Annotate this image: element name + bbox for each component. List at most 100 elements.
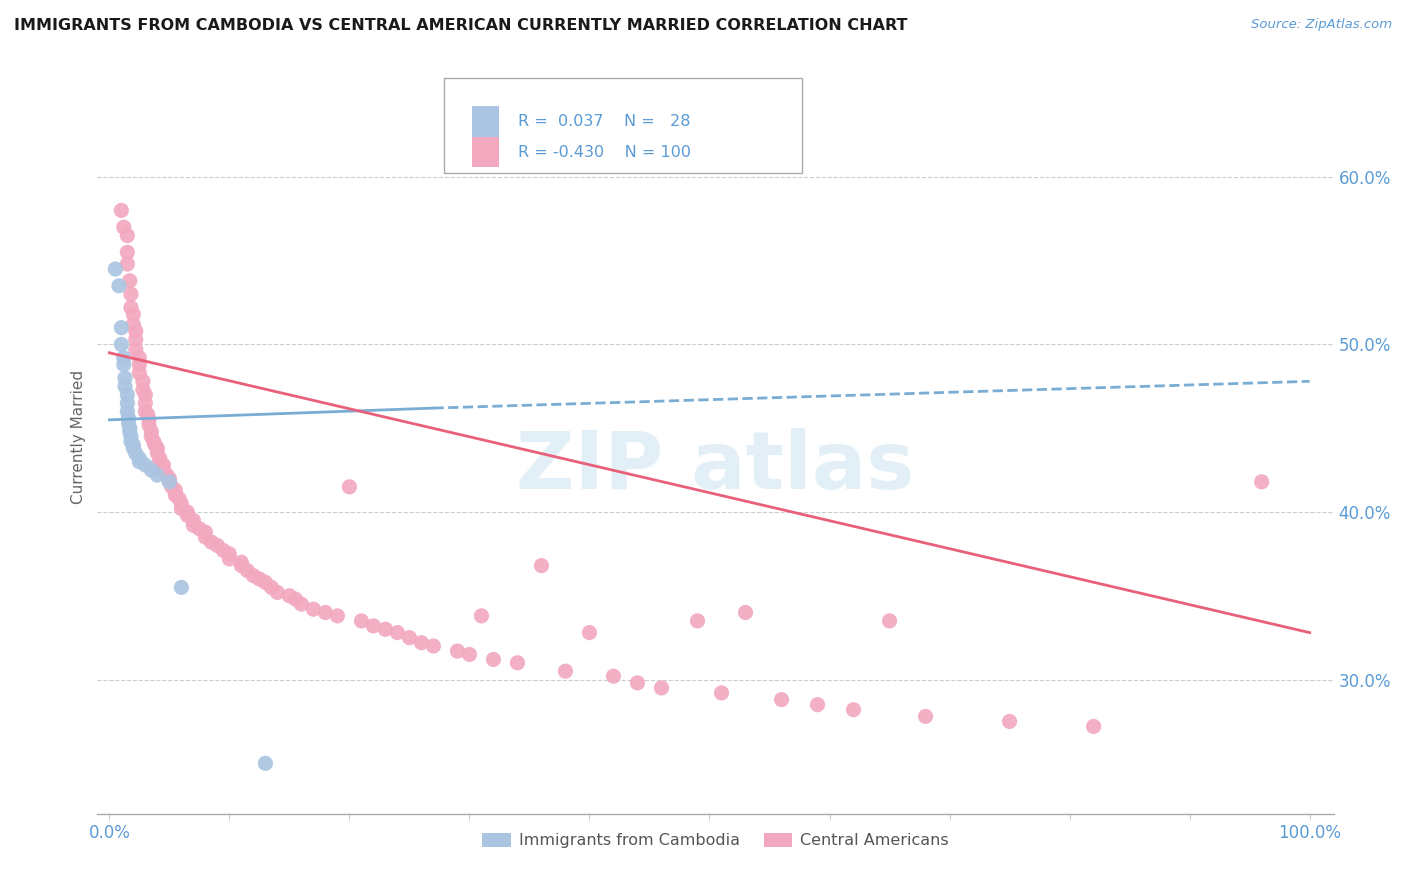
Point [290, 597, 312, 611]
Point [110, 320, 132, 334]
Point [998, 714, 1021, 729]
Point [104, 262, 127, 277]
FancyBboxPatch shape [472, 137, 499, 168]
Point [125, 333, 148, 347]
Point [146, 468, 169, 483]
Point [212, 543, 235, 558]
Text: ZIP atlas: ZIP atlas [516, 428, 915, 506]
Point [363, 619, 385, 633]
Point [176, 505, 198, 519]
Point [578, 625, 600, 640]
Point [108, 278, 131, 293]
Point [194, 525, 217, 540]
Point [118, 421, 141, 435]
Point [142, 434, 165, 449]
Point [167, 491, 190, 506]
Point [149, 451, 172, 466]
Point [231, 555, 253, 569]
Point [157, 475, 180, 489]
Point [134, 396, 156, 410]
Point [138, 413, 160, 427]
Point [218, 547, 240, 561]
Point [134, 458, 156, 472]
Point [314, 606, 336, 620]
Point [128, 358, 150, 372]
Point [160, 480, 183, 494]
Point [117, 396, 139, 410]
Point [128, 451, 150, 466]
FancyBboxPatch shape [443, 78, 801, 173]
Point [242, 568, 264, 582]
FancyBboxPatch shape [472, 106, 499, 136]
Point [112, 220, 135, 235]
Point [170, 501, 193, 516]
Point [152, 458, 174, 472]
Point [117, 411, 139, 425]
Point [470, 608, 492, 623]
Point [218, 552, 240, 566]
Point [626, 676, 648, 690]
Point [157, 471, 180, 485]
Point [350, 614, 373, 628]
Point [411, 635, 433, 649]
Point [114, 371, 136, 385]
Point [152, 463, 174, 477]
Point [247, 572, 270, 586]
Point [398, 631, 420, 645]
Point [141, 463, 163, 477]
Point [183, 518, 205, 533]
Point [128, 366, 150, 380]
Point [734, 606, 756, 620]
Point [650, 681, 672, 695]
Point [530, 558, 553, 573]
Point [128, 351, 150, 365]
Point [806, 698, 828, 712]
Text: Source: ZipAtlas.com: Source: ZipAtlas.com [1251, 18, 1392, 31]
Legend: Immigrants from Cambodia, Central Americans: Immigrants from Cambodia, Central Americ… [475, 826, 956, 855]
Point [278, 589, 301, 603]
Point [879, 614, 901, 628]
Point [602, 669, 624, 683]
Point [914, 709, 936, 723]
Point [125, 324, 148, 338]
Point [117, 245, 139, 260]
Point [132, 374, 155, 388]
Point [112, 358, 135, 372]
Point [117, 404, 139, 418]
Point [122, 307, 145, 321]
Point [770, 692, 793, 706]
Point [422, 639, 444, 653]
Point [141, 425, 163, 439]
Point [122, 438, 145, 452]
Point [1083, 719, 1105, 733]
Point [170, 497, 193, 511]
Point [374, 622, 396, 636]
Point [200, 535, 222, 549]
Point [482, 652, 505, 666]
Point [146, 442, 169, 456]
Point [125, 446, 148, 460]
Point [506, 656, 529, 670]
Point [207, 539, 229, 553]
Point [120, 429, 142, 443]
Point [266, 585, 288, 599]
Point [387, 625, 409, 640]
Point [134, 404, 156, 418]
Point [122, 442, 145, 456]
Point [110, 203, 132, 218]
Y-axis label: Currently Married: Currently Married [72, 369, 86, 504]
Point [117, 387, 139, 401]
Text: R = -0.430    N = 100: R = -0.430 N = 100 [517, 145, 690, 160]
Point [686, 614, 709, 628]
Point [284, 592, 307, 607]
Point [458, 648, 481, 662]
Point [118, 274, 141, 288]
Point [117, 228, 139, 243]
Point [554, 664, 576, 678]
Point [260, 581, 283, 595]
Point [710, 686, 733, 700]
Point [134, 387, 156, 401]
Point [339, 480, 361, 494]
Point [114, 379, 136, 393]
Point [326, 608, 349, 623]
